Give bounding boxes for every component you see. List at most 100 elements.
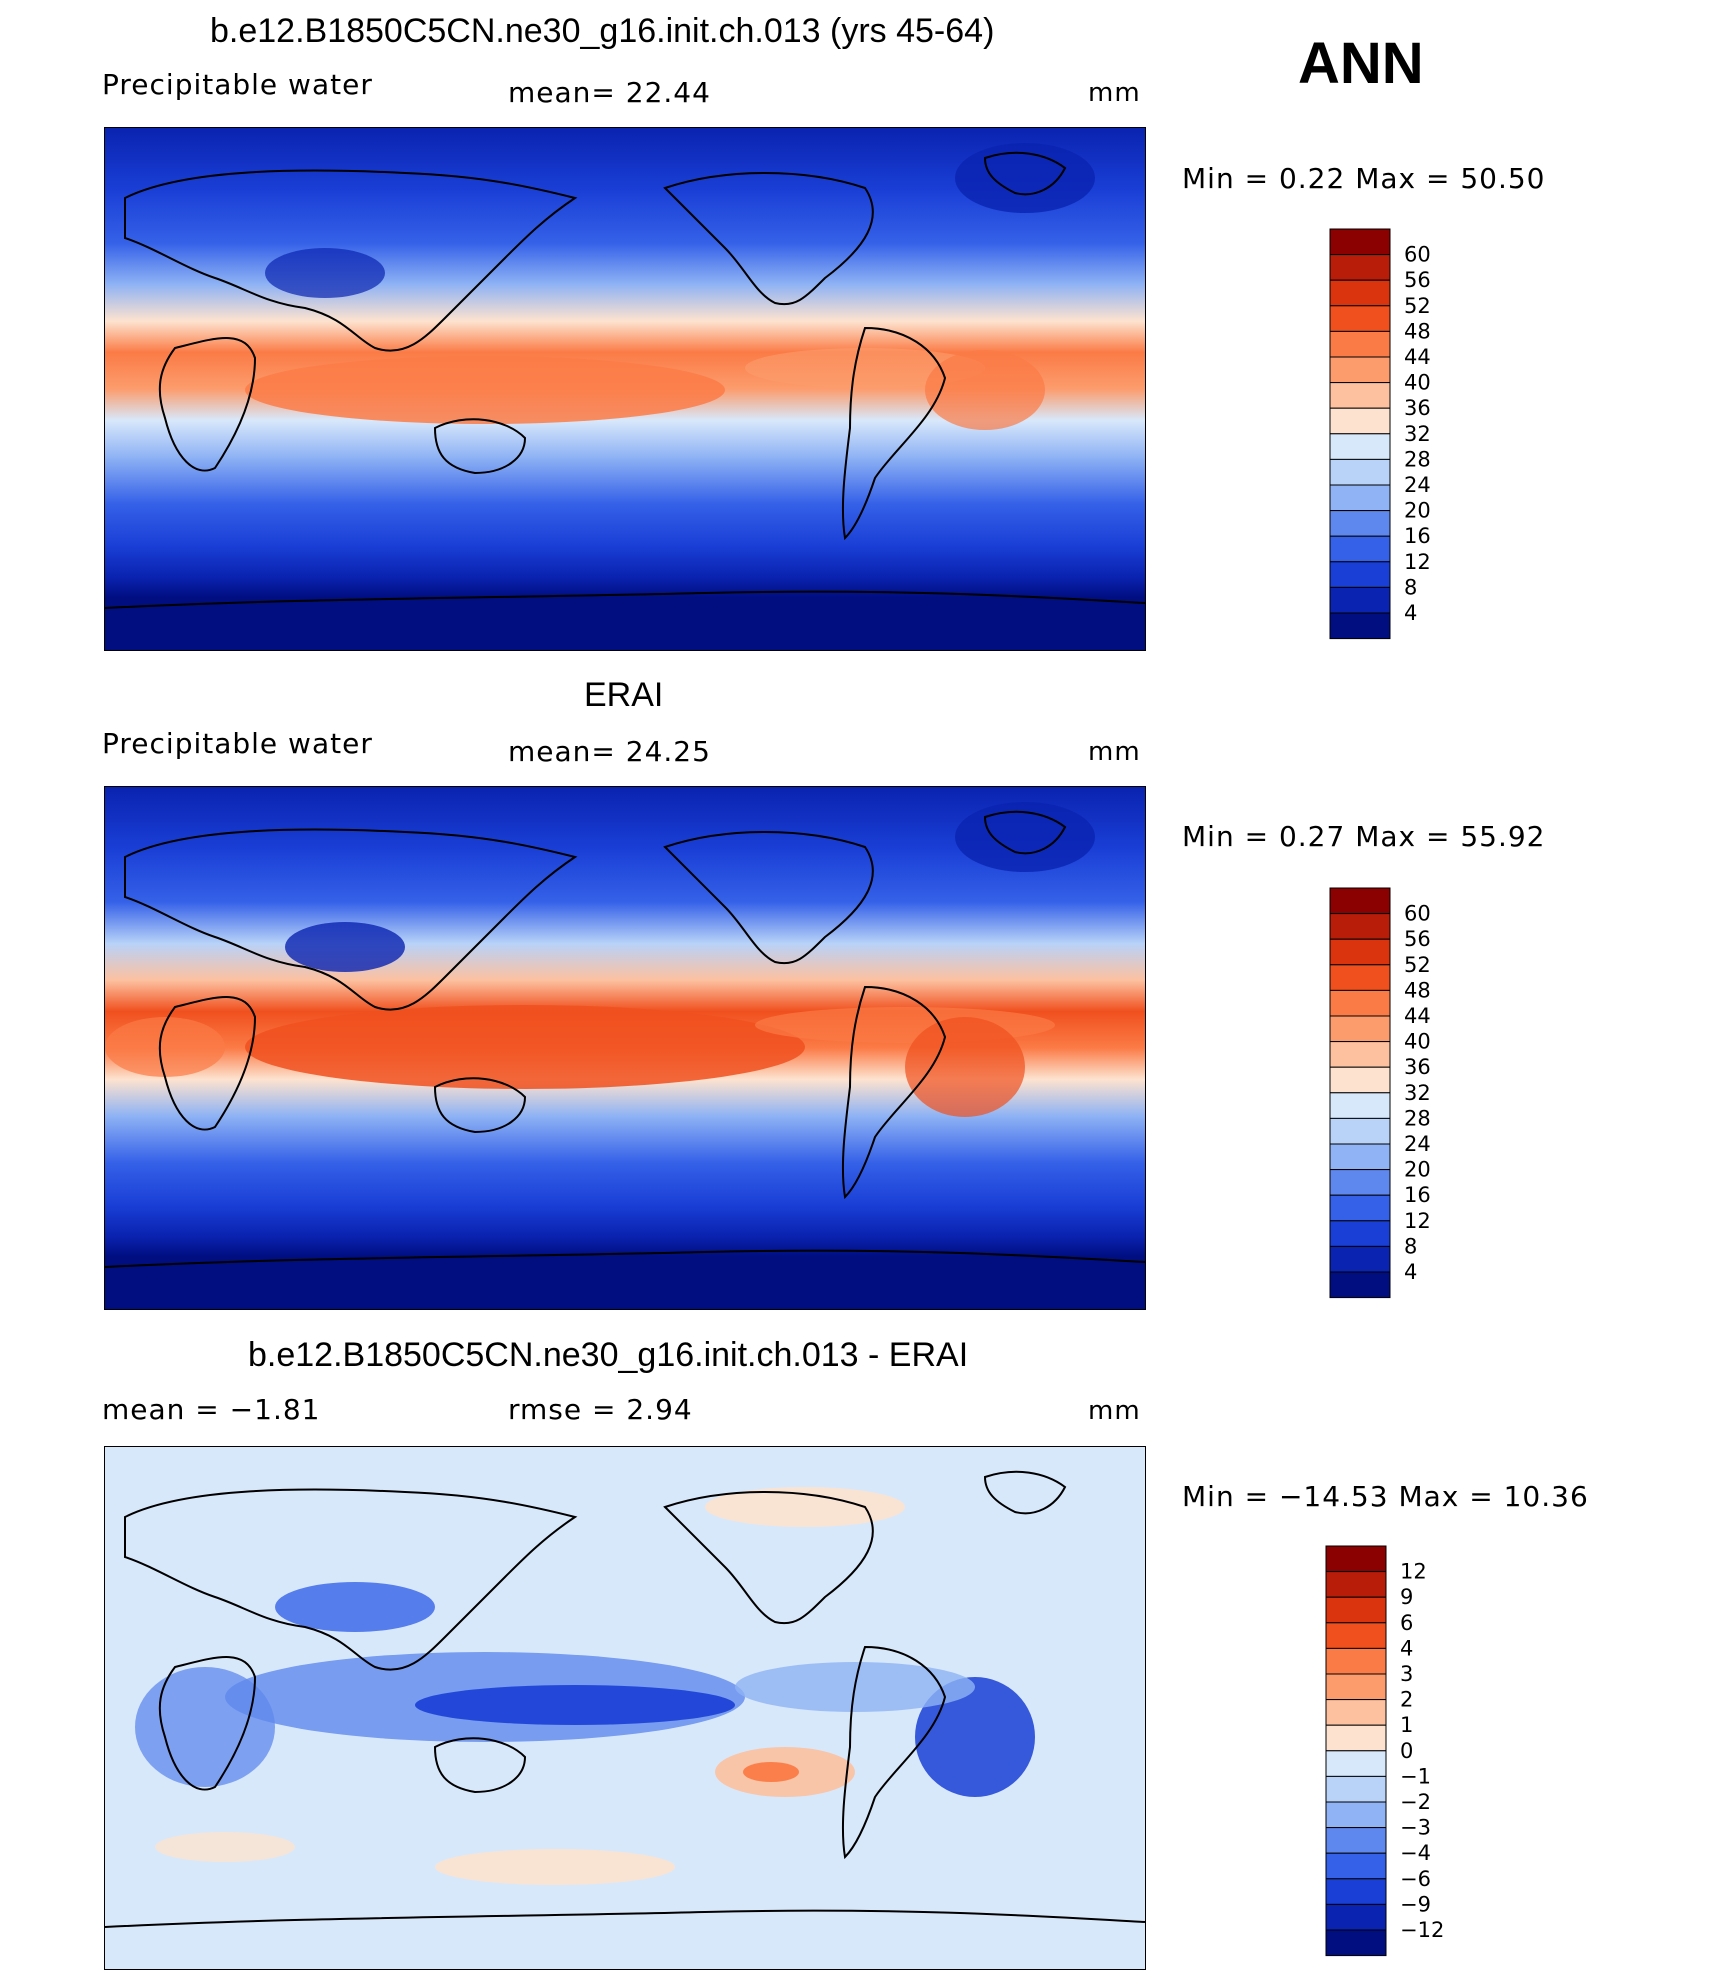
colorbar-swatch — [1329, 458, 1391, 486]
colorbar-tick-label: 36 — [1404, 396, 1431, 420]
colorbar-swatch — [1329, 938, 1391, 966]
colorbar-swatch — [1325, 1571, 1387, 1598]
colorbar-tick-label: 40 — [1404, 371, 1431, 395]
colorbar-swatch — [1325, 1801, 1387, 1829]
colorbar-swatch — [1329, 228, 1391, 256]
panel1-title: b.e12.B1850C5CN.ne30_g16.init.ch.013 (yr… — [210, 12, 995, 50]
colorbar-swatch — [1329, 510, 1391, 537]
colorbar-tick-label: −3 — [1400, 1816, 1431, 1840]
colorbar-swatch — [1329, 279, 1391, 307]
panel3-rmse-label: rmse = 2.94 — [508, 1393, 693, 1426]
colorbar-tick-label: 48 — [1404, 978, 1431, 1002]
colorbar-tick-label: 12 — [1400, 1560, 1427, 1584]
colorbar-swatch — [1325, 1775, 1387, 1803]
colorbar-swatch — [1329, 330, 1391, 358]
colorbar-swatch — [1325, 1750, 1387, 1777]
colorbar-tick-label: −6 — [1400, 1867, 1431, 1891]
colorbar-tick-label: 28 — [1404, 447, 1431, 471]
colorbar-swatch — [1329, 382, 1391, 409]
colorbar-swatch — [1329, 535, 1391, 563]
colorbar-swatch — [1329, 913, 1391, 940]
colorbar-tick-label: 1 — [1400, 1713, 1413, 1737]
colorbar-swatch — [1325, 1596, 1387, 1624]
colorbar-tick-label: 48 — [1404, 319, 1431, 343]
colorbar-swatch — [1329, 612, 1391, 640]
colorbar-tick-label: 44 — [1404, 345, 1431, 369]
colorbar-tick-label: −2 — [1400, 1790, 1431, 1814]
colorbar-swatch — [1329, 1092, 1391, 1119]
colorbar-swatch — [1329, 989, 1391, 1017]
colorbar-tick-label: 8 — [1404, 1234, 1417, 1258]
panel2-map — [104, 786, 1146, 1310]
colorbar-swatch — [1325, 1903, 1387, 1931]
colorbar-tick-label: 4 — [1404, 601, 1417, 625]
colorbar-swatch — [1325, 1724, 1387, 1752]
season-label: ANN — [1298, 31, 1424, 96]
colorbar-tick-label: 28 — [1404, 1106, 1431, 1130]
colorbar-tick-label: 16 — [1404, 524, 1431, 548]
panel2-title: ERAI — [584, 676, 664, 714]
colorbar-tick-label: 0 — [1400, 1739, 1413, 1763]
colorbar-swatch — [1329, 433, 1391, 460]
panel2-variable-label: Precipitable water — [102, 727, 373, 760]
colorbar-swatch — [1329, 356, 1391, 384]
colorbar-tick-label: −9 — [1400, 1892, 1431, 1916]
colorbar-tick-label: 12 — [1404, 550, 1431, 574]
colorbar-swatch — [1329, 484, 1391, 512]
colorbar-swatch — [1329, 586, 1391, 614]
colorbar-tick-label: −4 — [1400, 1841, 1431, 1865]
colorbar-swatch — [1325, 1827, 1387, 1854]
colorbar-tick-label: 20 — [1404, 499, 1431, 523]
panel1-unit-label: mm — [1088, 78, 1141, 108]
colorbar-swatch — [1329, 1066, 1391, 1094]
colorbar-swatch — [1329, 561, 1391, 588]
colorbar-swatch — [1325, 1929, 1387, 1957]
colorbar-swatch — [1325, 1852, 1387, 1880]
colorbar-swatch — [1329, 1015, 1391, 1043]
panel1-variable-label: Precipitable water — [102, 68, 373, 101]
panel2-unit-label: mm — [1088, 737, 1141, 767]
colorbar-tick-label: 44 — [1404, 1004, 1431, 1028]
colorbar-swatch — [1329, 407, 1391, 435]
colorbar-tick-label: 9 — [1400, 1585, 1413, 1609]
colorbar-swatch — [1329, 887, 1391, 915]
colorbar-tick-label: −1 — [1400, 1764, 1431, 1788]
colorbar-tick-label: 4 — [1404, 1260, 1417, 1284]
panel1-minmax: Min = 0.22 Max = 50.50 — [1182, 162, 1546, 195]
panel3-mean-label: mean = −1.81 — [102, 1393, 321, 1426]
colorbar-swatch — [1329, 1143, 1391, 1171]
colorbar-tick-label: 32 — [1404, 422, 1431, 446]
panel3-colorbar: 12 9 6 4 3 2 1 0 −1 −2 −3 −4 −6 −9 −12 — [1325, 1545, 1456, 1958]
colorbar-swatch — [1329, 1117, 1391, 1145]
colorbar-tick-label: −12 — [1400, 1918, 1444, 1942]
colorbar-tick-label: 56 — [1404, 268, 1431, 292]
colorbar-tick-label: 32 — [1404, 1081, 1431, 1105]
colorbar-tick-label: 52 — [1404, 953, 1431, 977]
panel3-minmax: Min = −14.53 Max = 10.36 — [1182, 1480, 1589, 1513]
colorbar-swatch — [1329, 1041, 1391, 1068]
colorbar-tick-label: 60 — [1404, 902, 1431, 926]
colorbar-tick-label: 8 — [1404, 575, 1417, 599]
colorbar-swatch — [1329, 1271, 1391, 1299]
colorbar-swatch — [1329, 1169, 1391, 1196]
colorbar-swatch — [1329, 1220, 1391, 1247]
colorbar-swatch — [1329, 1245, 1391, 1273]
colorbar-tick-label: 24 — [1404, 473, 1431, 497]
panel3-unit-label: mm — [1088, 1396, 1141, 1426]
colorbar-swatch — [1329, 1194, 1391, 1222]
colorbar-tick-label: 20 — [1404, 1158, 1431, 1182]
colorbar-tick-label: 12 — [1404, 1209, 1431, 1233]
colorbar-tick-label: 40 — [1404, 1030, 1431, 1054]
panel1-map — [104, 127, 1146, 651]
colorbar-tick-label: 36 — [1404, 1055, 1431, 1079]
colorbar-tick-label: 24 — [1404, 1132, 1431, 1156]
colorbar-swatch — [1325, 1699, 1387, 1726]
colorbar-swatch — [1325, 1545, 1387, 1573]
colorbar-swatch — [1325, 1673, 1387, 1701]
panel3-map — [104, 1446, 1146, 1970]
colorbar-swatch — [1325, 1647, 1387, 1675]
panel3-title: b.e12.B1850C5CN.ne30_g16.init.ch.013 - E… — [248, 1336, 969, 1374]
colorbar-swatch — [1325, 1878, 1387, 1905]
panel1-mean-label: mean= 22.44 — [508, 76, 711, 109]
colorbar-tick-label: 4 — [1400, 1636, 1413, 1660]
